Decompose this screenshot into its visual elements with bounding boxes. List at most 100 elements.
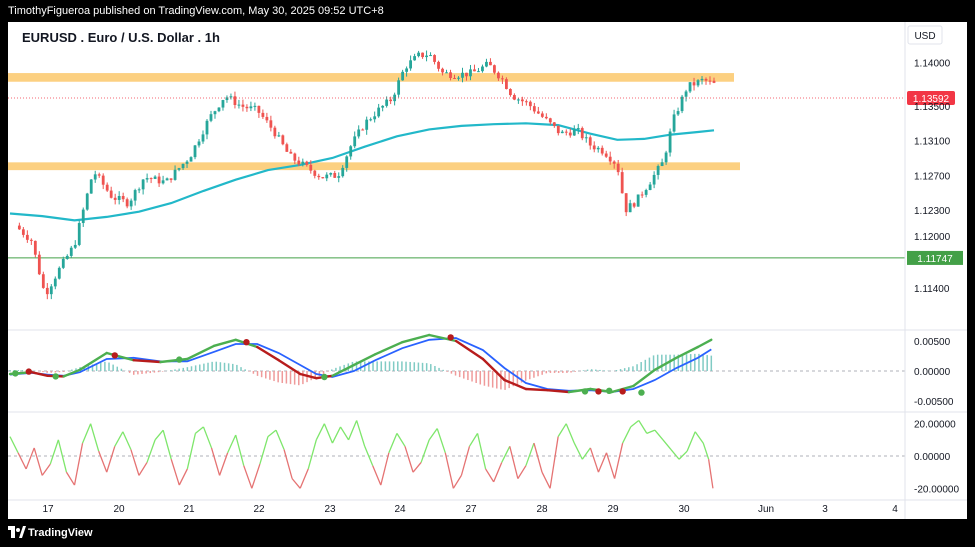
candle-body [592,145,596,150]
candle-body [197,141,201,146]
candle-body [241,104,245,107]
candle-body [329,172,333,175]
candle-body [29,239,33,241]
candle-body [461,72,464,78]
publisher-bar: TimothyFigueroa published on TradingView… [0,0,975,22]
candle-body [37,254,41,275]
oscillator-line-segment [251,463,261,489]
candle-body [385,99,389,106]
macd-tick-label: 0.00500 [914,337,951,348]
candle-body [281,135,285,145]
candle-body [708,80,712,82]
candle-body [421,52,424,58]
macd-line-segment [454,339,485,361]
candle-body [109,190,113,198]
candle-body [620,172,624,194]
oscillator-line-segment [202,426,213,449]
oscillator-line-segment [243,465,253,489]
candle-body [205,120,209,135]
macd-line-segment [277,359,302,376]
macd-line-segment [632,368,657,388]
macd-cross-dot [581,388,589,395]
oscillator-line-segment [452,475,462,489]
oscillator-line-segment [662,439,672,450]
oscillator-line-segment [162,429,172,460]
candle-body [556,125,560,134]
oscillator-line-segment [259,436,269,465]
currency-badge[interactable]: USD [907,25,943,45]
candle-body [644,190,648,195]
candle-body [552,122,556,126]
oscillator-line-segment [122,431,132,450]
candle-body [457,77,460,79]
oscillator-line-segment [476,433,487,470]
oscillator-line-segment [89,423,100,452]
candle-body [381,105,385,108]
oscillator-line-segment [428,428,438,441]
macd-line-segment [481,357,506,382]
footer: TradingView [0,519,975,547]
candle-body [97,174,101,176]
candle-body [145,178,149,180]
price-tick-label: 1.12700 [914,171,951,182]
candle-body [680,96,684,112]
candle-body [465,72,468,77]
oscillator-line-segment [396,433,406,447]
candle-body [165,178,169,181]
oscillator-line-segment [347,420,358,441]
candle-body [429,55,432,57]
candle-body [141,179,145,190]
oscillator-line-segment [283,449,293,479]
time-tick-label: 3 [822,504,828,515]
oscillator-line-segment [49,439,59,465]
candle-body [501,78,504,80]
oscillator-line-segment [630,419,640,428]
candle-body [584,137,588,139]
macd-line-segment [62,368,82,378]
candle-body [57,267,61,279]
macd-line-segment [256,345,280,362]
candle-body [560,131,564,134]
candle-body [636,194,640,207]
candle-body [700,78,704,81]
oscillator-line-segment [436,428,446,453]
oscillator-line-segment [17,452,27,470]
chart-frame[interactable]: 1.11747 1.13592 0.00500 0.00000 -0.00500 2… [8,22,967,519]
candle-body [580,128,584,139]
candle-body [548,118,552,123]
macd-cross-dot [638,389,645,396]
candle-body [672,114,676,132]
candle-body [285,144,289,152]
oscillator-line-segment [146,439,156,463]
time-tick-label: 22 [253,504,265,515]
candle-body [69,247,73,256]
candle-body [600,147,604,154]
candle-body [221,100,225,108]
candle-body [425,55,428,58]
oscillator-line-segment [525,442,535,466]
chart-canvas[interactable]: 1.11747 1.13592 0.00500 0.00000 -0.00500 2… [8,22,967,519]
oscillator-line-segment [460,446,471,476]
macd-tick-label: -0.00500 [914,397,954,408]
oscillator-line-segment [605,452,616,479]
candle-body [437,61,440,69]
macd-line-segment [298,372,318,380]
candle-body [712,80,716,83]
time-tick-label: 4 [892,504,898,515]
candle-body [704,78,708,81]
time-tick-label: 27 [465,504,477,515]
oscillator-line-segment [468,433,479,447]
oscillator-line-segment [73,442,84,486]
candle-body [481,66,484,72]
candle-body [377,107,381,117]
candle-body [489,61,492,66]
oscillator-line-segment [565,423,575,444]
macd-cross-dot [619,388,626,395]
macd-line-segment [186,344,216,361]
macd-cross-dot [606,387,613,394]
moving-average-line [9,122,715,222]
candle-body [520,99,524,102]
candle-body [105,184,109,191]
candle-body [656,166,660,175]
candle-body [89,179,93,194]
